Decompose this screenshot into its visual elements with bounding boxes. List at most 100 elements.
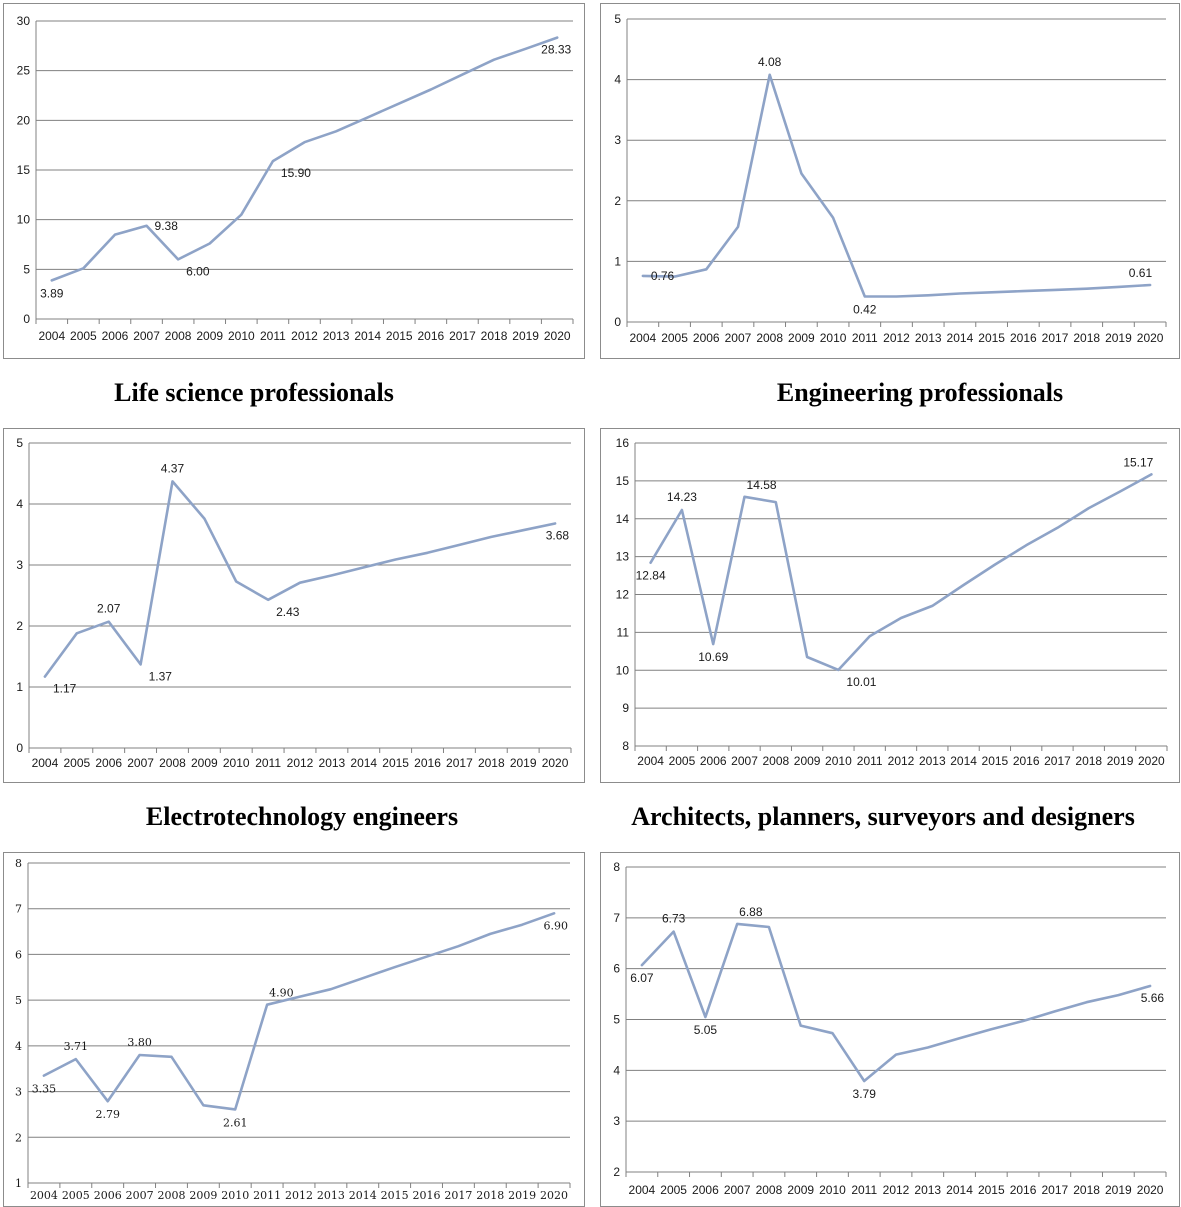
x-tick-label: 2018: [476, 1189, 504, 1202]
chart-panel-bottom-right: 2 3 4 5 6 7 8 2004 2005 2006 2007 2008 2009 2010 2011 2…: [600, 852, 1180, 1207]
y-tick-label: 2: [15, 1131, 22, 1144]
chart-panel-bottom-left: 1 2 3 4 5 6 7 8 2004 2005 2006 2007 2008 2009 2010 2011…: [3, 852, 585, 1207]
x-tick-label: 2011: [851, 1183, 877, 1197]
y-tick-label: 8: [613, 860, 620, 874]
x-tick-label: 2012: [287, 756, 314, 770]
y-tick-label: 15: [17, 163, 31, 177]
y-tick-label: 6: [613, 962, 620, 976]
x-tick-label: 2017: [1041, 1183, 1068, 1197]
x-tick-label: 2018: [1075, 754, 1102, 768]
x-tick-label: 2013: [319, 756, 346, 770]
chart-life-science: 0 5 10 15 20 25 30 2004 2005 2006 2007 2008 2009 2010…: [17, 14, 574, 343]
x-tick-label: 2013: [317, 1189, 345, 1202]
y-tick-label: 2: [16, 619, 23, 633]
x-tick-label: 2010: [820, 331, 847, 345]
data-label: 10.69: [698, 650, 728, 664]
chart-panel-engineering: 0 1 2 3 4 5 2004 2005 2006 2007 2008 2009 2010 2011 20…: [600, 3, 1180, 359]
x-tick-label: 2014: [947, 331, 974, 345]
x-tick-label: 2013: [914, 1183, 941, 1197]
y-tick-label: 10: [17, 213, 31, 227]
x-tick-label: 2008: [157, 1189, 185, 1202]
x-tick-label: 2007: [731, 754, 758, 768]
x-tick-label: 2011: [255, 756, 281, 770]
chart-panel-life-science: 0 5 10 15 20 25 30 2004 2005 2006 2007 2008 2009 2010…: [3, 3, 585, 359]
x-tick-label: 2008: [165, 329, 192, 343]
x-tick-label: 2019: [1105, 331, 1132, 345]
x-tick-label: 2019: [1105, 1183, 1132, 1197]
data-label: 5.05: [694, 1023, 718, 1037]
x-tick-label: 2015: [386, 329, 413, 343]
data-label: 3.79: [853, 1087, 877, 1101]
y-tick-label: 5: [15, 994, 22, 1007]
x-tick-label: 2016: [1010, 1183, 1037, 1197]
data-label: 3.80: [127, 1036, 152, 1049]
y-tick-label: 7: [15, 903, 22, 916]
x-tick-label: 2020: [1137, 1183, 1164, 1197]
y-tick-label: 2: [614, 194, 621, 208]
y-tick-label: 7: [613, 911, 620, 925]
x-tick-label: 2020: [540, 1189, 568, 1202]
x-tick-label: 2006: [95, 756, 122, 770]
y-tick-label: 12: [616, 588, 630, 602]
x-tick-label: 2005: [70, 329, 97, 343]
series-line: [640, 922, 1152, 1083]
series-line: [641, 73, 1152, 298]
x-tick-label: 2018: [478, 756, 505, 770]
data-label: 5.66: [1141, 991, 1165, 1005]
x-tick-label: 2019: [512, 329, 539, 343]
x-tick-label: 2010: [223, 756, 250, 770]
x-tick-label: 2012: [888, 754, 915, 768]
data-label: 6.07: [630, 971, 654, 985]
x-tick-label: 2010: [221, 1189, 249, 1202]
chart-title-life-science: Life science professionals: [114, 378, 394, 407]
series-line: [649, 473, 1153, 672]
x-tick-label: 2007: [133, 329, 160, 343]
x-tick-label: 2020: [1137, 331, 1164, 345]
x-tick-label: 2011: [857, 754, 883, 768]
x-tick-label: 2019: [510, 756, 537, 770]
x-tick-label: 2014: [350, 756, 377, 770]
x-tick-label: 2012: [883, 1183, 910, 1197]
series-line: [42, 911, 556, 1111]
y-tick-label: 13: [616, 550, 630, 564]
data-label: 3.35: [32, 1083, 57, 1096]
x-tick-label: 2010: [228, 329, 255, 343]
chart-bottom-right: 2 3 4 5 6 7 8 2004 2005 2006 2007 2008 2009 2010 2011 2…: [613, 860, 1167, 1197]
y-tick-label: 20: [17, 113, 31, 127]
chart-title-engineering: Engineering professionals: [776, 378, 1064, 407]
x-tick-label: 2005: [63, 756, 90, 770]
y-tick-label: 9: [622, 701, 629, 715]
data-label: 2.07: [97, 602, 121, 616]
x-tick-label: 2014: [349, 1189, 377, 1202]
x-tick-label: 2005: [661, 331, 688, 345]
series-line: [43, 480, 557, 678]
y-tick-label: 3: [16, 558, 23, 572]
x-tick-label: 2018: [481, 329, 508, 343]
y-tick-label: 5: [23, 262, 30, 276]
x-tick-label: 2006: [94, 1189, 122, 1202]
data-label: 9.38: [155, 219, 179, 233]
x-tick-label: 2006: [700, 754, 727, 768]
x-tick-label: 2014: [946, 1183, 973, 1197]
x-tick-label: 2008: [762, 754, 789, 768]
y-tick-label: 3: [15, 1086, 22, 1099]
data-label: 6.90: [544, 919, 569, 932]
x-tick-label: 2020: [542, 756, 569, 770]
y-tick-label: 25: [17, 64, 31, 78]
x-tick-label: 2006: [692, 1183, 719, 1197]
chart-title-electrotechnology: Electrotechnology engineers: [145, 802, 459, 831]
x-tick-label: 2015: [978, 331, 1005, 345]
x-tick-label: 2015: [982, 754, 1009, 768]
data-label: 14.58: [747, 478, 777, 492]
x-tick-label: 2011: [260, 329, 286, 343]
x-tick-label: 2018: [1073, 1183, 1100, 1197]
y-tick-label: 1: [16, 680, 23, 694]
x-tick-label: 2006: [693, 331, 720, 345]
x-tick-label: 2017: [446, 756, 473, 770]
x-tick-label: 2018: [1073, 331, 1100, 345]
y-tick-label: 11: [617, 625, 630, 639]
x-tick-label: 2005: [669, 754, 696, 768]
x-tick-label: 2015: [382, 756, 409, 770]
y-tick-label: 14: [616, 512, 630, 526]
x-tick-label: 2020: [1138, 754, 1165, 768]
